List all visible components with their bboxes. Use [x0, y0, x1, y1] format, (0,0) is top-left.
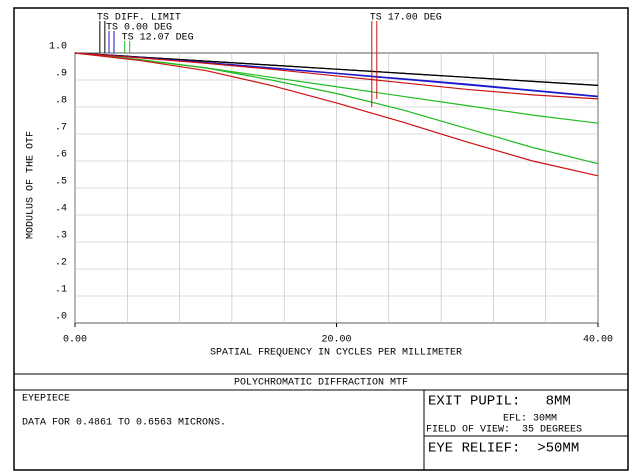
- y-tick-label: .4: [55, 204, 67, 215]
- report-title: POLYCHROMATIC DIFFRACTION MTF: [234, 378, 408, 389]
- y-tick-label: .3: [55, 231, 67, 242]
- y-tick-label: .5: [55, 177, 67, 188]
- y-tick-label: .7: [55, 123, 67, 134]
- mtf-curve: [74, 52, 599, 86]
- mtf-curve: [74, 52, 599, 165]
- x-tick-label: 20.00: [321, 335, 351, 346]
- eye-relief: EYE RELIEF: >50MM: [428, 441, 579, 457]
- data-note: DATA FOR 0.4861 TO 0.6563 MICRONS.: [22, 418, 226, 429]
- lens-name: EYEPIECE: [22, 394, 70, 405]
- y-tick-label: 1.0: [49, 42, 67, 53]
- legend-label: TS 0.00 DEG: [106, 23, 172, 34]
- y-tick-label: .6: [55, 150, 67, 161]
- x-axis-label: SPATIAL FREQUENCY IN CYCLES PER MILLIMET…: [210, 348, 462, 359]
- y-tick-label: .9: [55, 69, 67, 80]
- y-tick-label: .1: [55, 285, 67, 296]
- field-of-view: FIELD OF VIEW: 35 DEGREES: [426, 425, 582, 436]
- legend-label: TS 17.00 DEG: [370, 13, 442, 24]
- legend-label: TS DIFF. LIMIT: [97, 13, 181, 24]
- y-axis-label: MODULUS OF THE OTF: [26, 131, 37, 239]
- y-tick-label: .2: [55, 258, 67, 269]
- x-tick-label: 0.00: [63, 335, 87, 346]
- mtf-curve: [74, 52, 599, 177]
- y-tick-label: .0: [55, 312, 67, 323]
- outer-frame: [13, 7, 629, 471]
- mtf-curve: [74, 52, 599, 100]
- y-tick-label: .8: [55, 96, 67, 107]
- x-tick-label: 40.00: [583, 335, 613, 346]
- legend-label: TS 12.07 DEG: [122, 33, 194, 44]
- efl: EFL: 30MM: [503, 414, 557, 425]
- exit-pupil: EXIT PUPIL: 8MM: [428, 394, 571, 410]
